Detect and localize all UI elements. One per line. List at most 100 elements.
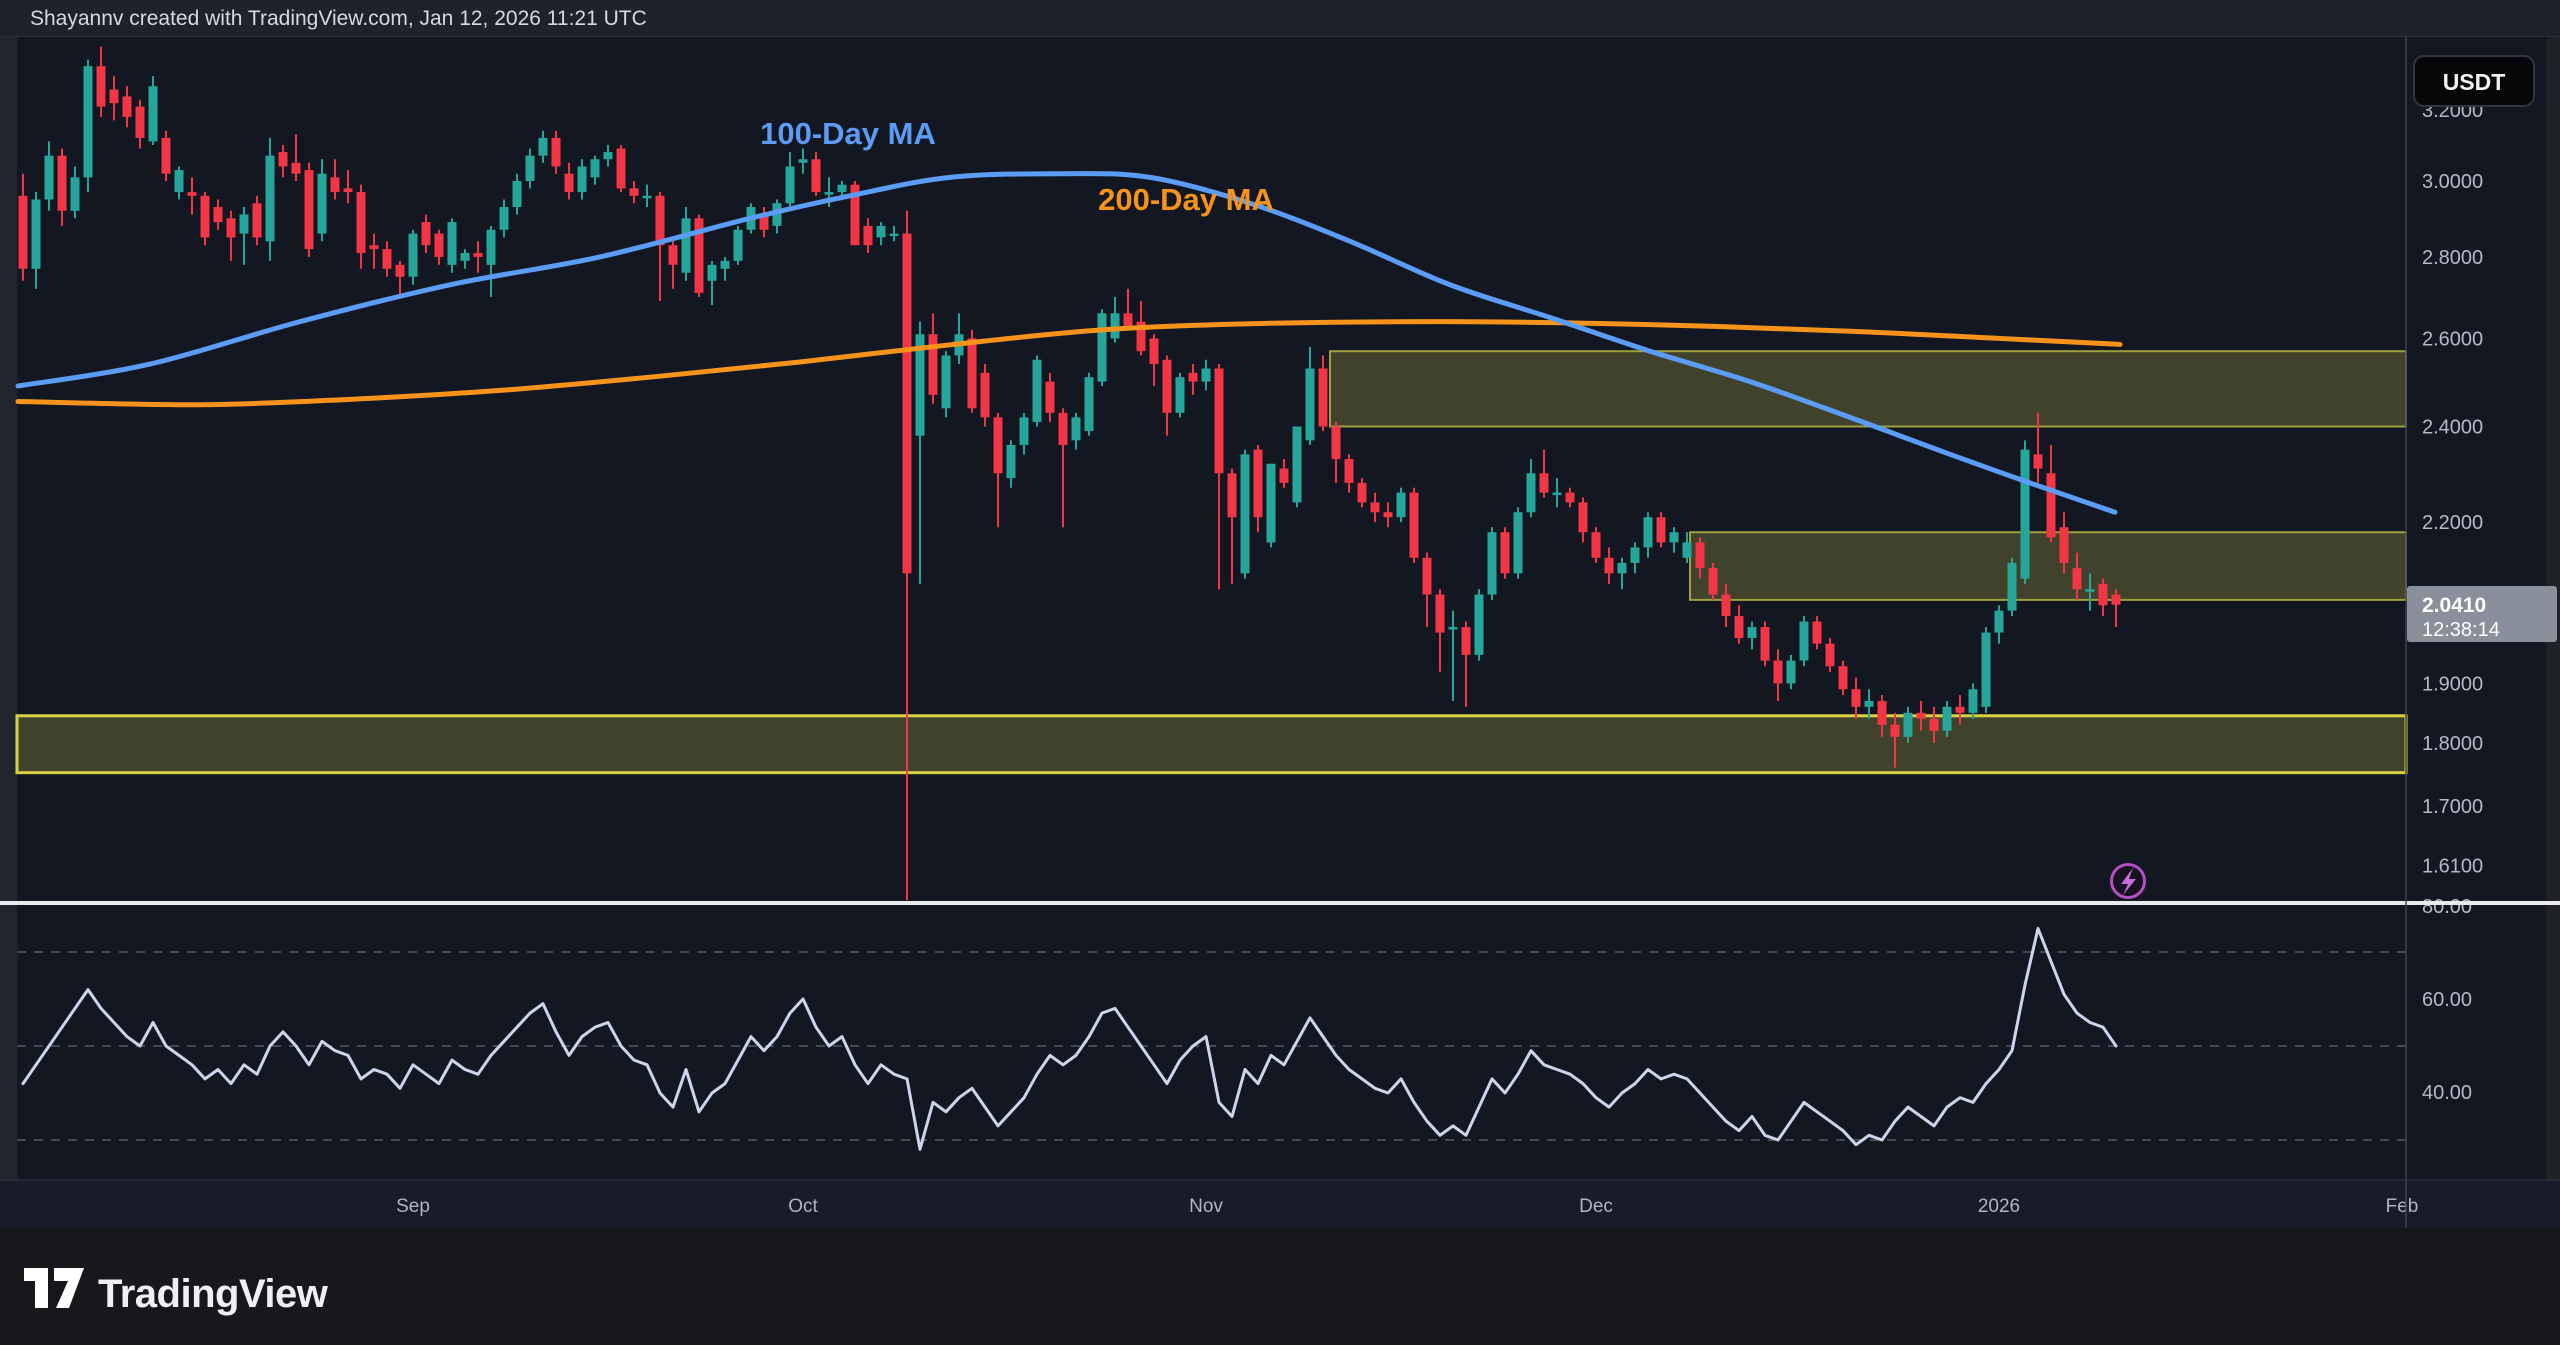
candle-body bbox=[2020, 449, 2030, 579]
candle-body bbox=[655, 195, 665, 246]
candle-body bbox=[1045, 381, 1055, 413]
candle-body bbox=[70, 177, 80, 211]
lightning-icon bbox=[2121, 868, 2136, 895]
candle-body bbox=[1279, 468, 1289, 483]
tradingview-wordmark[interactable]: TradingView bbox=[98, 1272, 329, 1316]
candle-body bbox=[1656, 517, 1666, 543]
candle-body bbox=[1071, 417, 1081, 441]
currency-badge[interactable]: USDT bbox=[2413, 55, 2535, 107]
candle-body bbox=[421, 222, 431, 246]
candle-body bbox=[1916, 712, 1926, 719]
support-resistance-zones bbox=[15, 350, 2408, 775]
candle-body bbox=[408, 233, 418, 277]
candle-body bbox=[382, 249, 392, 269]
candle-body bbox=[330, 177, 340, 193]
time-axis-labels[interactable]: Sep Oct Nov Dec 2026 Feb bbox=[396, 1196, 2418, 1217]
candle-body bbox=[603, 152, 613, 160]
resistance-zone-mid bbox=[1689, 531, 2407, 601]
candle-body bbox=[1097, 313, 1107, 382]
candle-body bbox=[1214, 368, 1224, 474]
candle-body bbox=[356, 192, 366, 253]
candle-body bbox=[1136, 321, 1146, 352]
candle-body bbox=[226, 218, 236, 238]
left-gutter bbox=[0, 37, 17, 1228]
candle-body bbox=[1292, 426, 1302, 503]
candle-body bbox=[616, 148, 626, 189]
candle-body bbox=[499, 206, 509, 230]
candle-body bbox=[1461, 627, 1471, 655]
candle-body bbox=[1513, 512, 1523, 574]
candle-body bbox=[1526, 473, 1536, 513]
candle-body bbox=[2111, 594, 2121, 605]
time-axis-label: Sep bbox=[396, 1196, 430, 1217]
rsi-level-60: 60.00 bbox=[2422, 989, 2472, 1011]
time-axis-label: Nov bbox=[1189, 1196, 1223, 1217]
header-bar bbox=[0, 0, 2560, 36]
candle-body bbox=[2046, 473, 2056, 538]
candle-body bbox=[1929, 718, 1939, 731]
candle-body bbox=[837, 184, 847, 193]
candle-body bbox=[1708, 568, 1718, 595]
candle-body bbox=[1669, 532, 1679, 543]
candle-body bbox=[1552, 492, 1562, 496]
candle-body bbox=[1149, 338, 1159, 365]
candle-body bbox=[1578, 502, 1588, 533]
candle-body bbox=[1305, 368, 1315, 441]
candle-body bbox=[96, 66, 106, 107]
candle-body bbox=[2033, 454, 2043, 469]
candle-body bbox=[174, 170, 184, 193]
candle-body bbox=[460, 252, 470, 261]
candle-body bbox=[135, 106, 145, 138]
candle-body bbox=[863, 225, 873, 246]
candle-body bbox=[2059, 527, 2069, 563]
candle-body bbox=[1318, 368, 1328, 427]
candle-body bbox=[1877, 700, 1887, 725]
rsi-line bbox=[21, 927, 2118, 1151]
candle-body bbox=[1890, 724, 1900, 737]
candle-body bbox=[1799, 621, 1809, 661]
candle-body bbox=[824, 192, 834, 195]
candle-body bbox=[1396, 492, 1406, 518]
candle-body bbox=[148, 86, 158, 142]
candle-body bbox=[811, 159, 821, 193]
time-axis-bar[interactable] bbox=[0, 1180, 2560, 1228]
candle-body bbox=[278, 152, 288, 167]
support-zone bbox=[15, 714, 2408, 775]
candle-body bbox=[1747, 627, 1757, 639]
header-title: Shayannv created with TradingView.com, J… bbox=[30, 7, 647, 30]
quick-trade-button[interactable] bbox=[2110, 863, 2146, 899]
candle-body bbox=[1630, 547, 1640, 563]
candle-body bbox=[83, 66, 93, 178]
candle-body bbox=[1539, 473, 1549, 493]
candle-body bbox=[1604, 557, 1614, 574]
candle-body bbox=[941, 355, 951, 409]
time-axis-label: 2026 bbox=[1978, 1196, 2020, 1217]
candle-body bbox=[512, 181, 522, 207]
logo-glyph-7 bbox=[54, 1268, 84, 1308]
rsi-level-80: 80.00 bbox=[2422, 896, 2472, 918]
candle-body bbox=[928, 334, 938, 395]
rsi-gridlines bbox=[17, 951, 2406, 1141]
candle-body bbox=[213, 206, 223, 223]
candle-body bbox=[1084, 377, 1094, 432]
current-price-box bbox=[2407, 586, 2557, 642]
candle-body bbox=[1188, 372, 1198, 382]
candle-body bbox=[434, 233, 444, 257]
candle-body bbox=[967, 338, 977, 409]
candle-body bbox=[31, 199, 41, 269]
candle-body bbox=[1474, 594, 1484, 655]
price-tick-label: 1.9000 bbox=[2422, 673, 2483, 695]
candle-body bbox=[1760, 627, 1770, 661]
candle-body bbox=[1370, 502, 1380, 513]
ma200-line bbox=[15, 319, 2123, 408]
candle-body bbox=[1448, 627, 1458, 630]
price-tick-label: 1.7000 bbox=[2422, 796, 2483, 818]
candle-body bbox=[902, 233, 912, 574]
candle-body bbox=[18, 195, 28, 269]
candle-body bbox=[122, 96, 132, 117]
price-tick-label: 1.6100 bbox=[2422, 856, 2483, 878]
candle-body bbox=[2085, 589, 2095, 592]
candle-body bbox=[1162, 359, 1172, 413]
tradingview-logo-icon[interactable] bbox=[24, 1268, 84, 1308]
